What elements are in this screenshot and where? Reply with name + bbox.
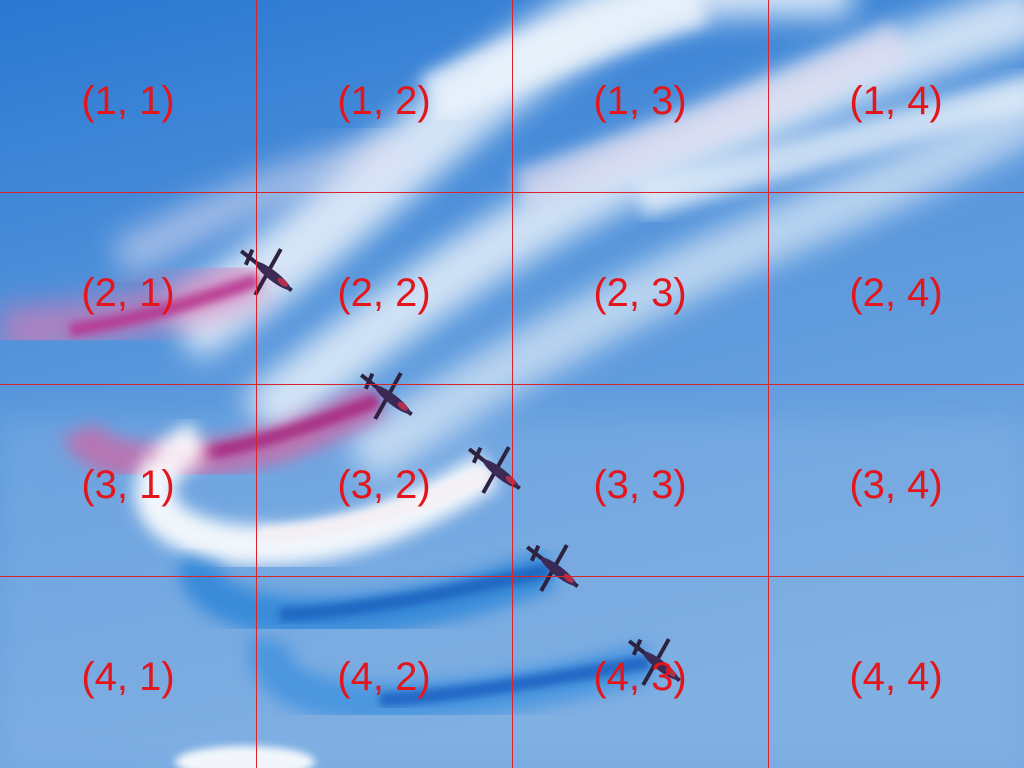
- red-smoke-trail-top: [0, 256, 266, 353]
- white-smoke-trail-middle: [134, 422, 500, 566]
- blue-smoke-trail-bottom: [249, 636, 654, 723]
- jet: [525, 544, 579, 592]
- jet: [467, 446, 521, 494]
- jet: [627, 638, 681, 686]
- small-cloud: [175, 746, 315, 768]
- jet: [359, 372, 413, 420]
- jet: [239, 248, 293, 296]
- white-smoke-bands: [111, 0, 1024, 483]
